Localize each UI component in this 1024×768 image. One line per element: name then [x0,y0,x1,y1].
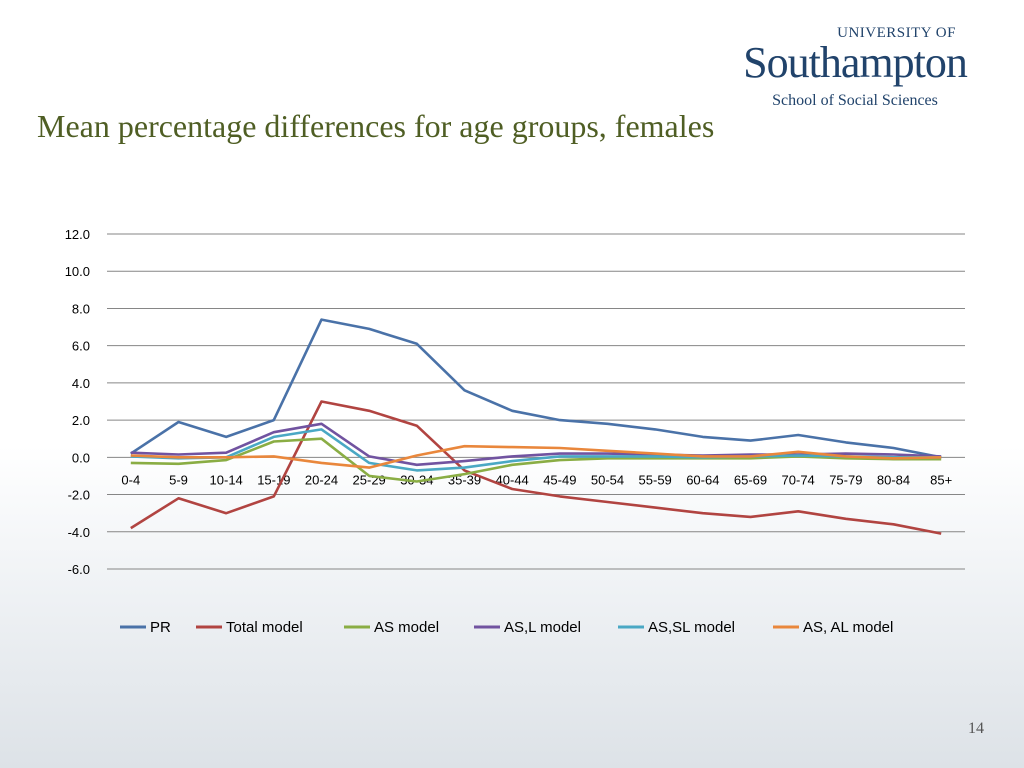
x-tick-label: 65-69 [734,472,767,487]
legend-label: AS model [374,619,439,636]
x-tick-label: 50-54 [591,472,624,487]
x-tick-label: 60-64 [686,472,719,487]
legend-label: AS, AL model [803,619,893,636]
x-tick-label: 55-59 [639,472,672,487]
y-tick-label: 0.0 [72,450,90,465]
series-line-as-sl-model [130,428,942,472]
y-tick-label: 12.0 [65,227,90,242]
y-tick-label: 6.0 [72,339,90,354]
series-lines [130,318,942,535]
x-tick-label: 70-74 [782,472,815,487]
y-tick-label: -4.0 [68,525,90,540]
legend-label: Total model [226,619,303,636]
y-tick-label: 8.0 [72,301,90,316]
x-axis-tick-labels: 0-4 5-9 10-14 15-19 20-24 25-29 30-34 35-39 40-4… [121,472,952,487]
series-line-total-model [130,400,942,535]
x-tick-label: 10-14 [210,472,243,487]
x-tick-label: 0-4 [121,472,140,487]
x-tick-label: 20-24 [305,472,338,487]
legend-item: AS, AL model [773,619,893,636]
slide-title: Mean percentage differences for age grou… [37,108,715,144]
x-tick-label: 30-34 [400,472,433,487]
y-tick-label: -6.0 [68,562,90,577]
x-tick-label: 75-79 [829,472,862,487]
y-axis-tick-labels: 12.0 10.0 8.0 6.0 4.0 2.0 0.0 -2.0 -4.0 -6.0 [65,227,90,577]
y-tick-label: 10.0 [65,264,90,279]
x-tick-label: 5-9 [169,472,188,487]
legend-item: Total model [196,619,303,636]
logo-university-of: UNIVERSITY OF [837,25,956,41]
series-line-pr [130,318,942,459]
legend-label: AS,SL model [648,619,735,636]
gridlines [107,233,965,570]
series-line-as-al-model [130,444,942,469]
x-tick-label: 85+ [930,472,952,487]
legend-item: AS model [344,619,439,636]
x-tick-label: 45-49 [543,472,576,487]
y-tick-label: -2.0 [68,488,90,503]
legend-item: AS,L model [474,619,581,636]
university-logo: UNIVERSITY OF Southampton School of Soci… [730,24,980,110]
legend-item: PR [120,619,171,636]
legend: PR Total model AS model AS,L model AS,SL mod… [120,619,893,636]
y-tick-label: 2.0 [72,413,90,428]
page-number: 14 [968,720,984,737]
x-tick-label: 15-19 [257,472,290,487]
legend-label: PR [150,619,171,636]
logo-southampton: Southampton [743,38,968,87]
logo-school-name: School of Social Sciences [772,92,938,109]
y-tick-label: 4.0 [72,376,90,391]
legend-item: AS,SL model [618,619,735,636]
x-tick-label: 80-84 [877,472,910,487]
x-tick-label: 40-44 [496,472,529,487]
legend-label: AS,L model [504,619,581,636]
